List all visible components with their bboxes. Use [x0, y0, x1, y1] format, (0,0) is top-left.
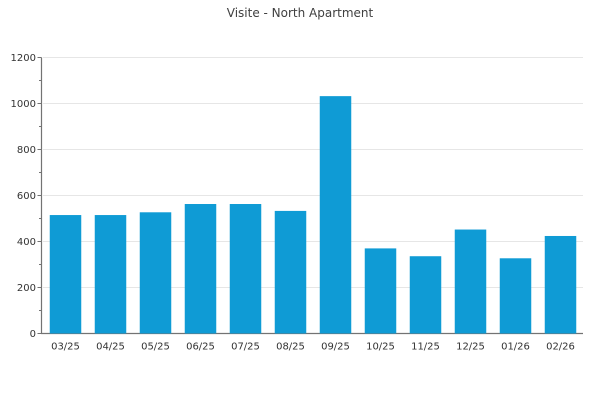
y-axis-tick-label: 1200 [11, 53, 36, 64]
bar [319, 96, 352, 334]
chart-title: Visite - North Apartment [226, 6, 374, 20]
y-axis-tick-label: 200 [17, 283, 36, 294]
x-axis-tick-label: 04/25 [96, 342, 125, 353]
x-axis-tick-label: 09/25 [321, 342, 350, 353]
bar [454, 229, 487, 334]
bar [94, 215, 127, 334]
bar [139, 212, 172, 334]
bar [184, 204, 217, 334]
y-axis-tick-label: 1000 [11, 99, 36, 110]
bar [544, 235, 577, 334]
bar [49, 215, 82, 334]
bar [409, 256, 442, 334]
x-axis-tick-label: 03/25 [51, 342, 80, 353]
x-axis-tick-label: 01/26 [501, 342, 530, 353]
bar [229, 204, 262, 334]
bar [274, 210, 307, 334]
bar [499, 258, 532, 334]
y-axis-tick-label: 800 [17, 145, 36, 156]
bar [364, 248, 397, 334]
y-axis-tick-label: 0 [30, 329, 36, 340]
x-axis-tick-label: 08/25 [276, 342, 305, 353]
x-axis-tick-label: 02/26 [546, 342, 575, 353]
y-axis-tick-label: 400 [17, 237, 36, 248]
x-axis-tick-label: 12/25 [456, 342, 485, 353]
x-axis-tick-label: 10/25 [366, 342, 395, 353]
y-axis-tick-label: 600 [17, 191, 36, 202]
x-axis-tick-label: 07/25 [231, 342, 260, 353]
x-axis-tick-label: 05/25 [141, 342, 170, 353]
x-axis-tick-label: 06/25 [186, 342, 215, 353]
x-axis-tick-label: 11/25 [411, 342, 440, 353]
